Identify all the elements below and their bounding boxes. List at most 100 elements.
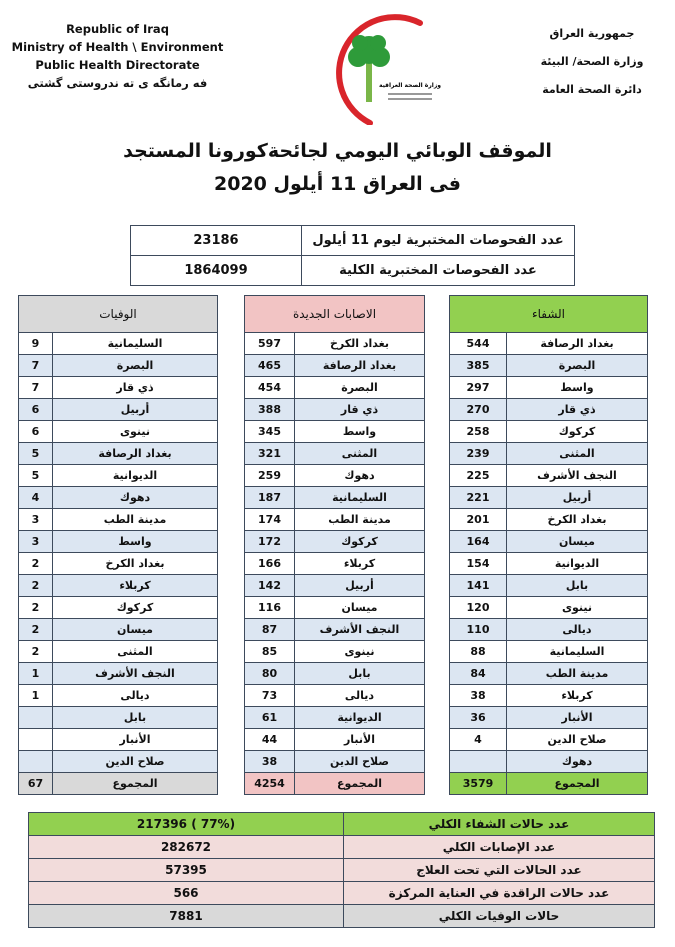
table-row: ميسان 116: [244, 596, 425, 619]
table-row: الأنبار: [18, 728, 218, 751]
count-value: 5: [18, 442, 53, 465]
count-value: 61: [244, 706, 295, 729]
ministry-logo: وزارة الصحة العراقية: [336, 14, 441, 125]
summary-label: عدد حالات الشفاء الكلي: [343, 812, 655, 836]
tests-label: عدد الفحوصات المختبرية ليوم 11 أيلول: [301, 225, 575, 256]
table-row: بغداد الرصافة 5: [18, 442, 218, 465]
count-value: [449, 750, 507, 773]
province-name: صلاح الدين: [294, 750, 425, 773]
province-name: ديالى: [506, 618, 648, 641]
table-row: المثنى 239: [449, 442, 648, 465]
province-name: أربيل: [506, 486, 648, 509]
count-value: 172: [244, 530, 295, 553]
count-value: 544: [449, 332, 507, 355]
header-ar-line: وزارة الصحة/ البيئة: [540, 55, 644, 68]
header-ar-line: جمهورية العراق: [549, 27, 635, 40]
recovered-table: الشفاء بغداد الرصافة 544 البصرة 385 واسط 297 ذي…: [449, 295, 648, 795]
count-value: 1: [18, 662, 53, 685]
header-en-line: Public Health Directorate: [35, 58, 200, 72]
count-value: 3: [18, 508, 53, 531]
province-name: أربيل: [52, 398, 218, 421]
summary-row: عدد حالات الراقدة في العناية المركزة 566: [28, 881, 655, 905]
province-name: النجف الأشرف: [52, 662, 218, 685]
province-name: مدينة الطب: [294, 508, 425, 531]
province-name: المثنى: [52, 640, 218, 663]
count-value: 9: [18, 332, 53, 355]
table-row: كربلاء 2: [18, 574, 218, 597]
summary-value: (77% ) 217396: [28, 812, 344, 836]
province-name: دهوك: [52, 486, 218, 509]
table-row: نينوى 85: [244, 640, 425, 663]
table-row: الأنبار 44: [244, 728, 425, 751]
count-value: 2: [18, 640, 53, 663]
province-name: البصرة: [294, 376, 425, 399]
table-row: كركوك 2: [18, 596, 218, 619]
count-value: 258: [449, 420, 507, 443]
table-row: مدينة الطب 84: [449, 662, 648, 685]
count-value: 73: [244, 684, 295, 707]
province-name: بابل: [52, 706, 218, 729]
count-value: 4: [449, 728, 507, 751]
total-value: 3579: [449, 772, 507, 795]
count-value: 6: [18, 398, 53, 421]
table-row: الديوانية 5: [18, 464, 218, 487]
total-label: المجموع: [294, 772, 425, 795]
count-value: 5: [18, 464, 53, 487]
province-name: المثنى: [506, 442, 648, 465]
province-name: كربلاء: [52, 574, 218, 597]
table-row: السليمانية 88: [449, 640, 648, 663]
province-name: أربيل: [294, 574, 425, 597]
total-label: المجموع: [506, 772, 648, 795]
table-row: البصرة 454: [244, 376, 425, 399]
province-name: كربلاء: [294, 552, 425, 575]
province-name: ديالى: [52, 684, 218, 707]
province-name: ذي قار: [52, 376, 218, 399]
count-value: 4: [18, 486, 53, 509]
province-name: السليمانية: [52, 332, 218, 355]
province-name: نينوى: [52, 420, 218, 443]
province-name: بابل: [506, 574, 648, 597]
province-name: مدينة الطب: [52, 508, 218, 531]
count-value: 44: [244, 728, 295, 751]
count-value: 187: [244, 486, 295, 509]
province-name: كركوك: [294, 530, 425, 553]
table-row: بغداد الرصافة 544: [449, 332, 648, 355]
table-row: بغداد الكرخ 201: [449, 508, 648, 531]
count-value: 3: [18, 530, 53, 553]
summary-row: عدد الحالات التي تحت العلاج 57395: [28, 858, 655, 882]
table-header-row: الاصابات الجديدة: [244, 295, 425, 333]
count-value: 2: [18, 596, 53, 619]
count-value: 239: [449, 442, 507, 465]
summary-value: 566: [28, 881, 344, 905]
province-name: الأنبار: [52, 728, 218, 751]
count-value: 38: [449, 684, 507, 707]
province-name: ذي قار: [294, 398, 425, 421]
tests-value: 1864099: [130, 255, 302, 286]
province-name: مدينة الطب: [506, 662, 648, 685]
table-row: المثنى 321: [244, 442, 425, 465]
count-value: 388: [244, 398, 295, 421]
summary-label: حالات الوفيات الكلي: [343, 904, 655, 928]
table-row: أربيل 221: [449, 486, 648, 509]
table-row: ديالى 73: [244, 684, 425, 707]
table-header-row: الوفيات: [18, 295, 218, 333]
count-value: 454: [244, 376, 295, 399]
province-name: النجف الأشرف: [294, 618, 425, 641]
count-value: 84: [449, 662, 507, 685]
table-row: واسط 345: [244, 420, 425, 443]
table-row: بغداد الكرخ 2: [18, 552, 218, 575]
table-row: النجف الأشرف 1: [18, 662, 218, 685]
page-subtitle: فى العراق 11 أيلول 2020: [214, 173, 461, 195]
count-value: 36: [449, 706, 507, 729]
province-name: بابل: [294, 662, 425, 685]
table-row: البصرة 385: [449, 354, 648, 377]
count-value: 2: [18, 618, 53, 641]
table-row: مدينة الطب 174: [244, 508, 425, 531]
logo-text: وزارة الصحة العراقية: [379, 82, 441, 89]
province-name: بغداد الرصافة: [52, 442, 218, 465]
province-name: دهوك: [506, 750, 648, 773]
table-row: النجف الأشرف 225: [449, 464, 648, 487]
count-value: 174: [244, 508, 295, 531]
count-value: 201: [449, 508, 507, 531]
cases-header: الاصابات الجديدة: [244, 295, 425, 333]
